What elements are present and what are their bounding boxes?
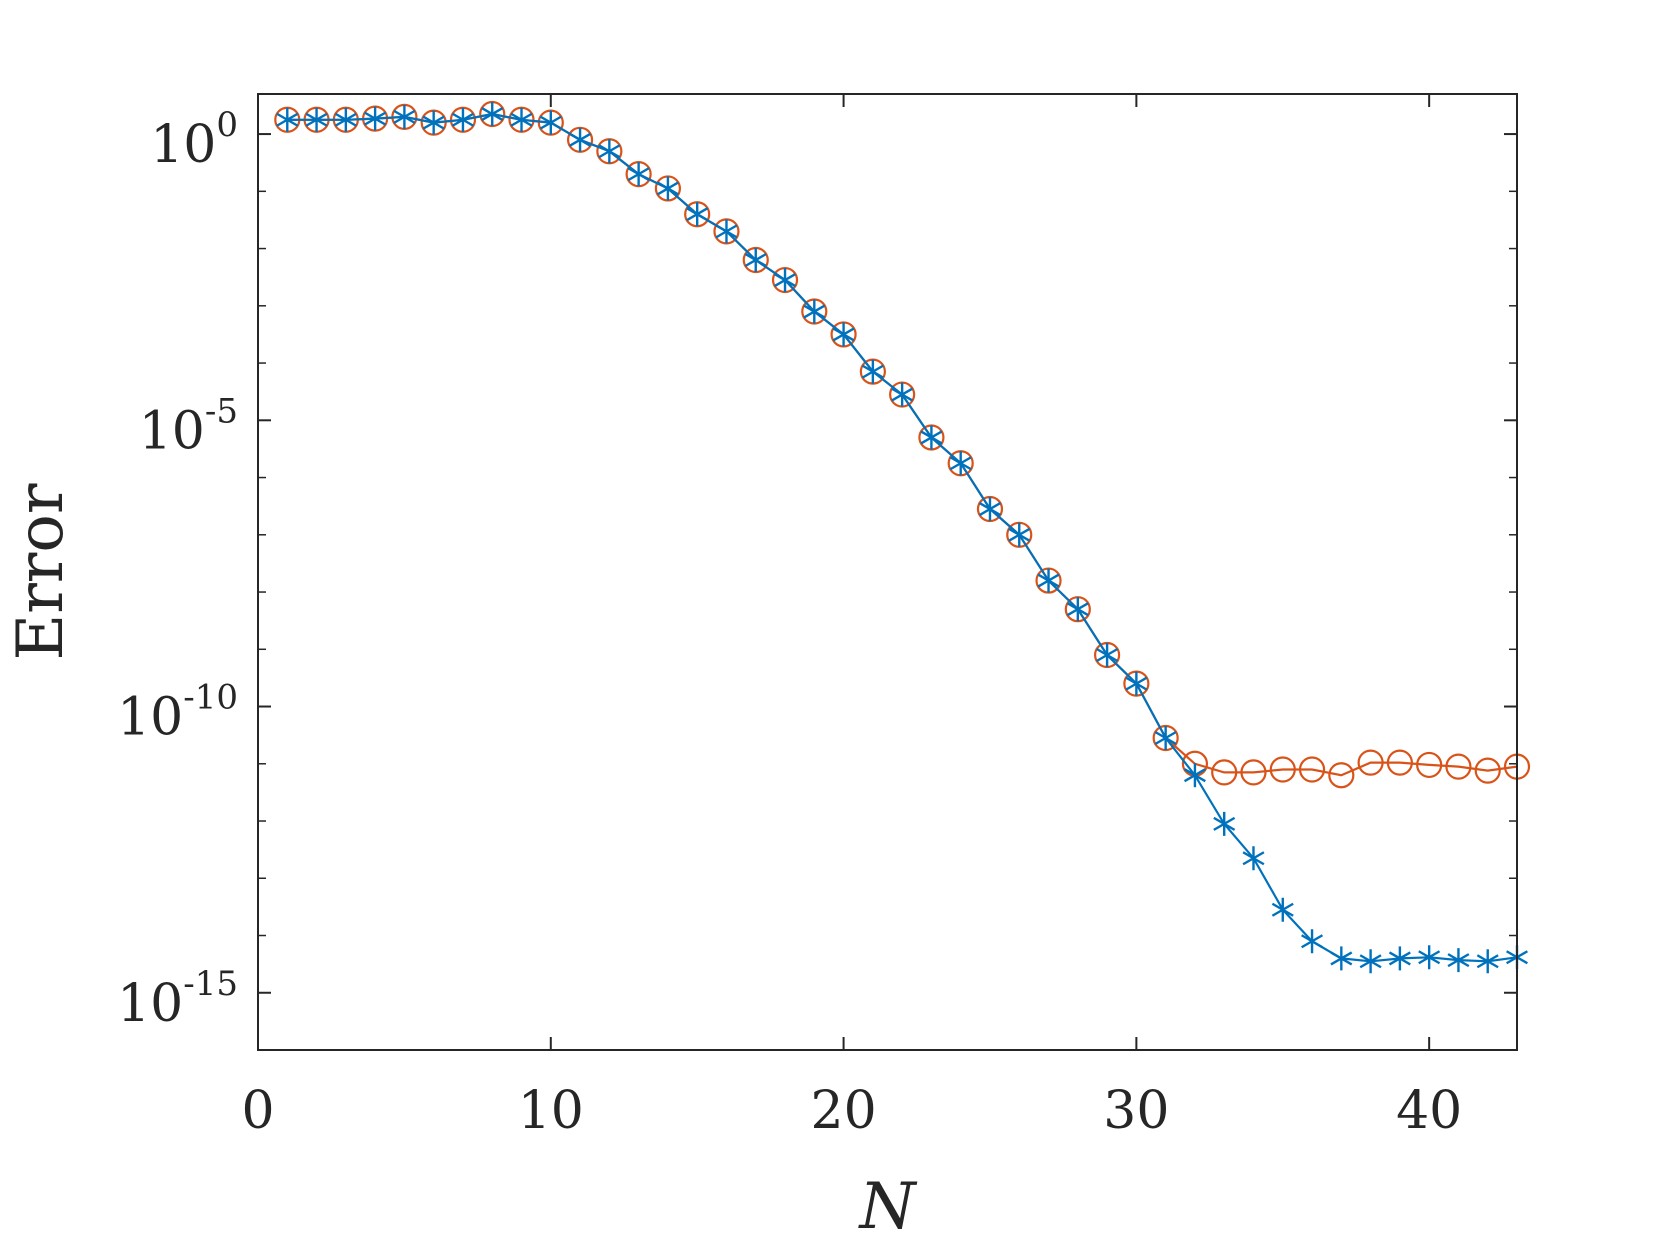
data-point-asterisk xyxy=(920,425,943,450)
data-point-asterisk xyxy=(1183,763,1206,788)
data-point-asterisk xyxy=(627,162,650,187)
y-tick-label: 10-10 xyxy=(117,678,238,748)
data-point-circle xyxy=(1445,753,1472,780)
data-point-asterisk xyxy=(276,107,299,132)
y-tick-label: 100 xyxy=(150,105,238,175)
x-tick-label: 20 xyxy=(810,1081,876,1141)
data-point-asterisk xyxy=(1242,846,1265,871)
data-point-asterisk xyxy=(334,107,357,132)
data-point-asterisk xyxy=(1066,597,1089,622)
x-axis-title: N xyxy=(858,1170,918,1244)
data-point-asterisk xyxy=(1388,946,1411,971)
data-point-circle xyxy=(1474,757,1501,784)
data-point-asterisk xyxy=(1301,929,1324,954)
plot-area xyxy=(258,94,1517,1050)
x-tick-label: 0 xyxy=(241,1081,274,1141)
data-point-asterisk xyxy=(1447,948,1470,973)
data-point-asterisk xyxy=(1037,568,1060,593)
data-point-asterisk xyxy=(744,248,767,273)
data-point-circle xyxy=(1416,751,1443,779)
data-point-circle xyxy=(1269,756,1296,783)
data-point-asterisk xyxy=(1154,726,1177,751)
data-point-asterisk xyxy=(861,359,884,384)
data-point-asterisk xyxy=(686,202,709,227)
plot-frame xyxy=(257,93,1518,1051)
data-point-circle xyxy=(1298,756,1326,783)
data-point-asterisk xyxy=(1213,811,1236,836)
data-point-asterisk xyxy=(1008,522,1031,547)
data-point-asterisk xyxy=(715,219,738,244)
data-point-asterisk xyxy=(949,451,972,476)
data-point-asterisk xyxy=(803,299,826,324)
data-point-asterisk xyxy=(891,382,914,407)
data-point-asterisk xyxy=(510,107,533,132)
data-point-asterisk xyxy=(569,127,592,152)
data-point-circle xyxy=(1386,749,1413,776)
data-point-asterisk xyxy=(832,322,855,347)
data-point-circle xyxy=(1328,762,1355,789)
data-point-asterisk xyxy=(451,107,474,132)
data-point-asterisk xyxy=(1125,671,1148,696)
data-point-asterisk xyxy=(774,268,797,293)
data-point-asterisk xyxy=(1359,949,1382,974)
x-tick-label: 30 xyxy=(1103,1081,1169,1141)
data-point-asterisk xyxy=(481,102,504,127)
data-point-asterisk xyxy=(1096,643,1119,668)
data-point-circle xyxy=(1211,759,1238,786)
data-point-asterisk xyxy=(1418,945,1441,970)
data-point-asterisk xyxy=(364,106,387,131)
data-point-asterisk xyxy=(1271,897,1294,922)
x-tick-label: 40 xyxy=(1396,1081,1462,1141)
data-point-circle xyxy=(1357,749,1384,776)
data-point-asterisk xyxy=(422,110,445,135)
x-tick-label: 10 xyxy=(518,1081,584,1141)
data-point-asterisk xyxy=(598,139,621,164)
data-point-asterisk xyxy=(1330,946,1353,971)
y-axis-title: Error xyxy=(4,483,78,660)
data-point-asterisk xyxy=(978,497,1001,522)
data-point-asterisk xyxy=(1476,949,1499,974)
data-point-asterisk xyxy=(539,110,562,135)
data-point-asterisk xyxy=(305,107,328,132)
data-point-asterisk xyxy=(656,176,679,201)
data-point-asterisk xyxy=(393,104,416,129)
data-point-circle xyxy=(1240,759,1267,786)
y-tick-label: 10-15 xyxy=(117,964,238,1034)
y-tick-label: 10-5 xyxy=(139,391,238,461)
